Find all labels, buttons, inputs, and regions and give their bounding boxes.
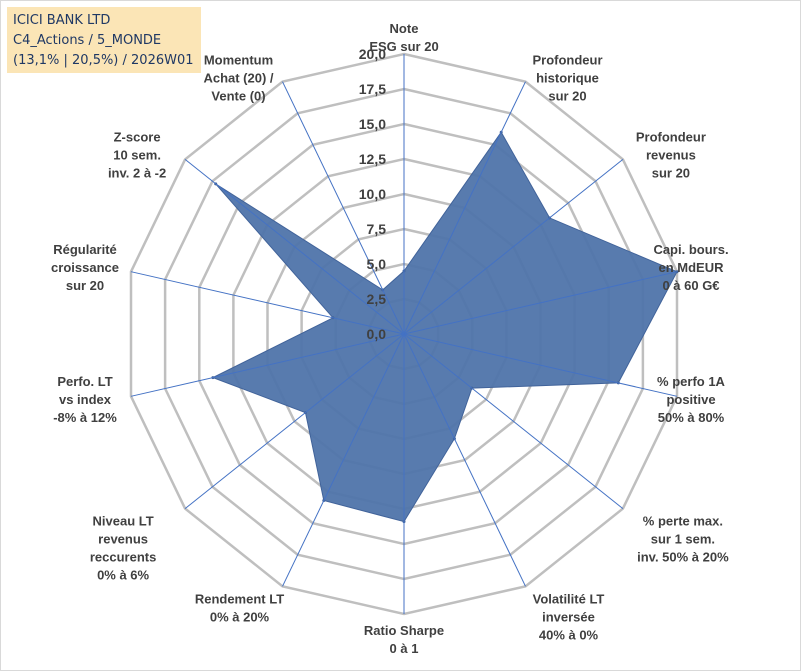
axis-label-line: reccurents bbox=[90, 550, 156, 565]
radar-spokes bbox=[130, 54, 678, 614]
axis-label-line: 0 à 1 bbox=[390, 641, 419, 656]
axis-spoke bbox=[184, 333, 405, 509]
axis-label-line: sur 20 bbox=[652, 165, 690, 180]
axis-label-line: ESG sur 20 bbox=[369, 39, 438, 54]
axis-label-line: Rendement LT bbox=[195, 591, 284, 606]
axis-spoke bbox=[403, 271, 678, 335]
axis-label-line: historique bbox=[536, 71, 599, 86]
axis-label: % perfo 1A positive 50% à 80% bbox=[657, 374, 726, 425]
tick-label: 2,5 bbox=[367, 291, 387, 307]
tick-label: 20,0 bbox=[359, 46, 386, 62]
axis-label-line: Ratio Sharpe bbox=[364, 623, 444, 638]
tick-label: 10,0 bbox=[359, 186, 386, 202]
axis-label: Perfo. LT vs index -8% à 12% bbox=[53, 374, 117, 425]
axis-spoke bbox=[282, 333, 405, 587]
axis-spoke bbox=[130, 333, 405, 397]
title-company: ICICI BANK LTD bbox=[13, 13, 111, 28]
axis-label: Z-score 10 sem. inv. 2 à -2 bbox=[108, 129, 166, 180]
axis-spoke bbox=[403, 81, 526, 335]
tick-label: 12,5 bbox=[359, 151, 386, 167]
axis-label-line: revenus bbox=[98, 532, 148, 547]
axis-spoke bbox=[403, 333, 526, 587]
tick-label: 7,5 bbox=[367, 221, 387, 237]
axis-label: Profondeur historique sur 20 bbox=[532, 53, 602, 104]
axis-label-line: inversée bbox=[542, 609, 595, 624]
axis-label-line: Z-score bbox=[114, 129, 161, 144]
axis-label: Momentum Achat (20) / Vente (0) bbox=[203, 53, 273, 104]
axis-label-line: Volatilité LT bbox=[533, 591, 605, 606]
axis-label-line: Profondeur bbox=[532, 53, 602, 68]
axis-label-line: Niveau LT bbox=[93, 514, 154, 529]
title-category: C4_Actions / 5_MONDE bbox=[13, 33, 162, 48]
axis-label-line: 0% à 20% bbox=[210, 609, 270, 624]
axis-label: Capi. bours. en MdEUR 0 à 60 G€ bbox=[653, 242, 728, 293]
axis-spoke bbox=[282, 81, 405, 335]
axis-label-line: -8% à 12% bbox=[53, 410, 117, 425]
axis-label-line: sur 20 bbox=[548, 89, 586, 104]
axis-label: Niveau LT revenus reccurents 0% à 6% bbox=[90, 514, 156, 583]
axis-label: Rendement LT 0% à 20% bbox=[195, 591, 284, 624]
axis-label-line: Note bbox=[390, 21, 419, 36]
tick-label: 17,5 bbox=[359, 81, 386, 97]
axis-label-line: 10 sem. bbox=[113, 147, 161, 162]
axis-label-line: 0 à 60 G€ bbox=[662, 278, 719, 293]
axis-label-line: croissance bbox=[51, 260, 119, 275]
tick-label: 5,0 bbox=[367, 256, 387, 272]
chart-title-box: ICICI BANK LTD C4_Actions / 5_MONDE (13,… bbox=[7, 7, 201, 73]
axis-label-line: % perte max. bbox=[643, 514, 723, 529]
axis-label-line: Momentum bbox=[204, 53, 273, 68]
axis-label: Note ESG sur 20 bbox=[369, 21, 438, 54]
axis-label: Régularité croissance sur 20 bbox=[51, 242, 119, 293]
axis-label-line: 0% à 6% bbox=[97, 568, 149, 583]
tick-label: 15,0 bbox=[359, 116, 386, 132]
radar-axis-labels: Note ESG sur 20 Profondeur historique sur 20… bbox=[51, 21, 729, 656]
axis-label-line: Achat (20) / bbox=[203, 71, 273, 86]
axis-label-line: Perfo. LT bbox=[57, 374, 112, 389]
axis-label: Ratio Sharpe 0 à 1 bbox=[364, 623, 444, 656]
axis-label-line: 40% à 0% bbox=[539, 627, 599, 642]
tick-label: 0,0 bbox=[367, 326, 387, 342]
axis-label-line: % perfo 1A bbox=[657, 374, 726, 389]
axis-label: Volatilité LT inversée 40% à 0% bbox=[533, 591, 605, 642]
axis-label-line: vs index bbox=[59, 392, 112, 407]
axis-label-line: sur 20 bbox=[66, 278, 104, 293]
axis-label-line: Régularité bbox=[53, 242, 117, 257]
axis-label-line: en MdEUR bbox=[659, 260, 725, 275]
axis-label-line: positive bbox=[666, 392, 715, 407]
axis-label-line: Vente (0) bbox=[211, 89, 265, 104]
axis-label-line: Profondeur bbox=[636, 129, 706, 144]
title-period: (13,1% | 20,5%) / 2026W01 bbox=[13, 53, 194, 68]
axis-label-line: 50% à 80% bbox=[658, 410, 725, 425]
axis-label: % perte max. sur 1 sem. inv. 50% à 20% bbox=[637, 514, 729, 565]
axis-spoke bbox=[403, 333, 678, 397]
axis-spoke bbox=[184, 159, 405, 335]
radar-tick-labels: 0,0 2,5 5,0 7,5 10,0 12,5 15,0 17,5 20,0 bbox=[359, 46, 386, 342]
axis-label-line: Capi. bours. bbox=[653, 242, 728, 257]
axis-label: Profondeur revenus sur 20 bbox=[636, 129, 706, 180]
axis-spoke bbox=[403, 333, 624, 509]
axis-label-line: revenus bbox=[646, 147, 696, 162]
axis-label-line: inv. 50% à 20% bbox=[637, 550, 729, 565]
axis-label-line: inv. 2 à -2 bbox=[108, 165, 166, 180]
axis-spoke bbox=[130, 271, 405, 335]
axis-label-line: sur 1 sem. bbox=[651, 532, 715, 547]
axis-spoke bbox=[403, 159, 624, 335]
